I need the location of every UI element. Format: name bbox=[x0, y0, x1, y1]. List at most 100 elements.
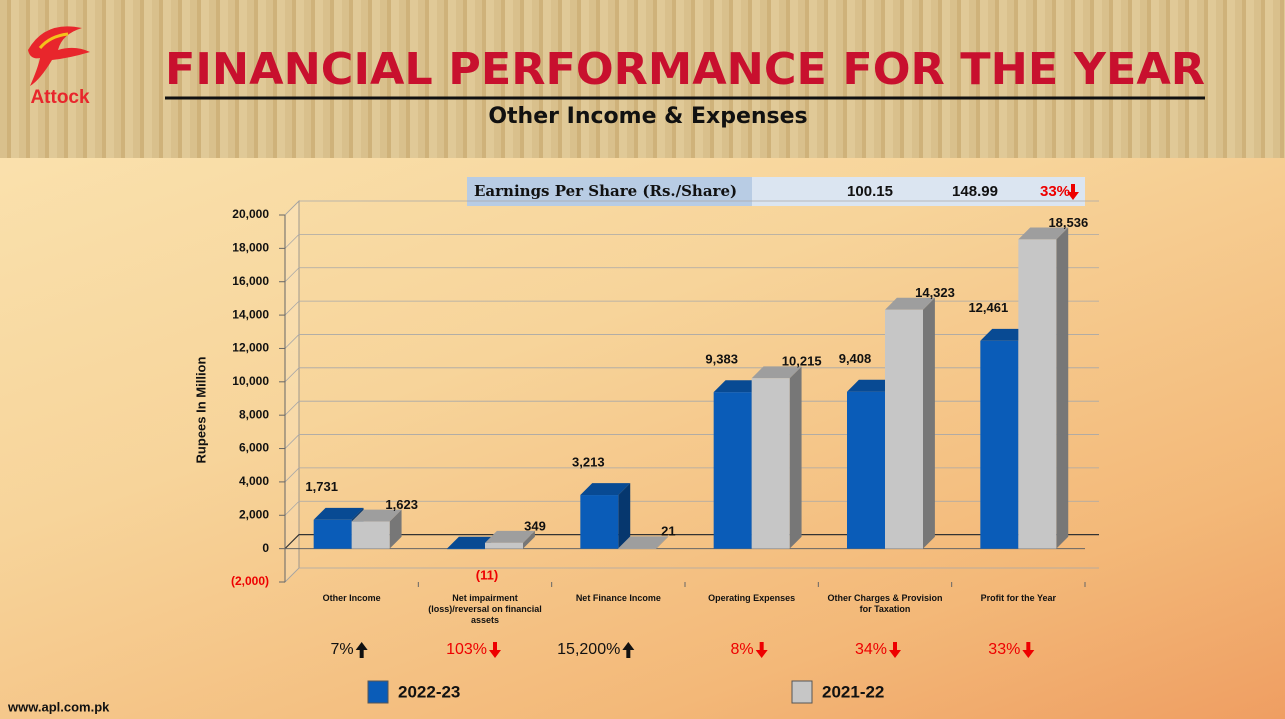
x-tick-label: Other Charges & Provision for Taxation bbox=[827, 593, 943, 614]
title: FINANCIAL PERFORMANCE FOR THE YEAR bbox=[165, 44, 1205, 95]
legend-swatch bbox=[367, 680, 389, 704]
legend-label: 2022-23 bbox=[398, 682, 460, 701]
bar-top bbox=[313, 507, 364, 520]
y-tick-label: 20,000 bbox=[232, 207, 269, 221]
bar-top bbox=[847, 379, 897, 392]
eps-value: 148.99 bbox=[952, 183, 998, 200]
bar bbox=[847, 391, 885, 549]
y-tick-label: 8,000 bbox=[239, 407, 269, 421]
x-tick-label: Profit for the Year bbox=[980, 593, 1056, 603]
value-label: 12,461 bbox=[968, 300, 1008, 315]
change-label: 34% bbox=[855, 641, 887, 658]
change-label: 33% bbox=[988, 641, 1020, 658]
subtitle: Other Income & Expenses bbox=[488, 104, 807, 129]
bar-top bbox=[351, 509, 402, 522]
change-arrow bbox=[755, 642, 768, 658]
x-tick-label: Net impairment (loss)/reversal on financ… bbox=[428, 593, 542, 625]
value-label: 14,323 bbox=[915, 285, 955, 300]
y-tick-label: 12,000 bbox=[232, 341, 269, 355]
logo-accent bbox=[38, 32, 69, 49]
grid-line bbox=[284, 267, 1099, 283]
y-tick-label: 14,000 bbox=[232, 307, 269, 321]
value-label: 18,536 bbox=[1048, 215, 1088, 230]
change-arrow bbox=[1067, 184, 1079, 200]
logo-mark bbox=[28, 26, 90, 87]
value-label: 9,408 bbox=[839, 351, 872, 366]
grid-line bbox=[284, 300, 1099, 316]
eps-value-cell bbox=[752, 177, 1085, 206]
grid-line bbox=[284, 367, 1099, 383]
legend-label: 2021-22 bbox=[822, 682, 884, 701]
bar-top bbox=[980, 328, 1031, 341]
bar-side bbox=[389, 509, 402, 549]
y-tick-label: 4,000 bbox=[239, 474, 269, 488]
y-tick-label: 0 bbox=[262, 541, 269, 555]
bar bbox=[351, 521, 390, 549]
value-label: 1,623 bbox=[385, 497, 418, 512]
bar bbox=[580, 495, 619, 549]
value-label: 9,383 bbox=[705, 352, 738, 367]
change-arrow bbox=[1022, 642, 1035, 658]
grid-line bbox=[284, 534, 1099, 550]
plot-wall bbox=[284, 200, 300, 583]
change-arrow bbox=[889, 642, 901, 658]
bar-top bbox=[1018, 227, 1069, 240]
y-tick-label: 18,000 bbox=[232, 241, 269, 255]
bar-top bbox=[618, 536, 669, 549]
grid-line bbox=[284, 500, 1099, 516]
bar-side bbox=[523, 530, 535, 549]
bar bbox=[980, 340, 1019, 549]
y-axis-label: Rupees In Million bbox=[193, 356, 208, 463]
grid-line bbox=[284, 567, 1099, 583]
change-label: 103% bbox=[446, 641, 487, 658]
footer-url: www.apl.com.pk bbox=[7, 699, 110, 714]
bar bbox=[447, 548, 485, 550]
grid-line bbox=[284, 467, 1099, 483]
value-label: 21 bbox=[661, 524, 675, 539]
eps-change: 33% bbox=[1040, 183, 1070, 200]
bar-top bbox=[447, 536, 497, 549]
x-tick-label: Operating Expenses bbox=[708, 593, 796, 603]
grid-line bbox=[284, 233, 1099, 249]
bar-top bbox=[751, 366, 802, 379]
y-tick-label: 2,000 bbox=[239, 507, 269, 521]
x-tick-label: Net Finance Income bbox=[575, 593, 661, 603]
bar-top bbox=[580, 483, 631, 496]
x-tick-label: Other Income bbox=[322, 593, 381, 603]
legend-swatch bbox=[791, 680, 813, 704]
bar-side bbox=[656, 536, 669, 549]
bar bbox=[713, 392, 752, 549]
change-label: 15,200% bbox=[557, 641, 620, 658]
bar bbox=[618, 548, 657, 549]
value-label: 3,213 bbox=[572, 454, 605, 469]
change-arrow bbox=[489, 642, 501, 658]
y-tick-label: 10,000 bbox=[232, 374, 269, 388]
bar bbox=[313, 519, 352, 549]
grid-line bbox=[284, 434, 1099, 449]
grid-line bbox=[284, 200, 1099, 216]
value-label: 1,731 bbox=[305, 479, 338, 494]
logo-text: Attock bbox=[30, 87, 90, 108]
eps-value: 100.15 bbox=[847, 183, 893, 200]
value-label: 10,215 bbox=[782, 354, 822, 369]
bar bbox=[485, 542, 523, 549]
bar-top bbox=[485, 530, 535, 543]
bar-side bbox=[618, 483, 631, 549]
bar bbox=[751, 378, 790, 549]
y-tick-label: (2,000) bbox=[231, 574, 269, 588]
bar-side bbox=[789, 366, 802, 549]
header-band bbox=[0, 0, 1285, 158]
grid-line bbox=[284, 400, 1099, 416]
bar bbox=[1018, 239, 1057, 549]
bar bbox=[885, 309, 923, 549]
eps-label: Earnings Per Share (Rs./Share) bbox=[474, 182, 737, 200]
change-arrow bbox=[355, 642, 368, 658]
change-arrow bbox=[622, 642, 635, 658]
y-tick-label: 16,000 bbox=[232, 274, 269, 288]
change-label: 8% bbox=[731, 641, 754, 658]
bar-side bbox=[1056, 227, 1069, 549]
bar-side bbox=[923, 297, 935, 549]
value-label: 349 bbox=[524, 518, 546, 533]
grid-line bbox=[284, 334, 1099, 349]
